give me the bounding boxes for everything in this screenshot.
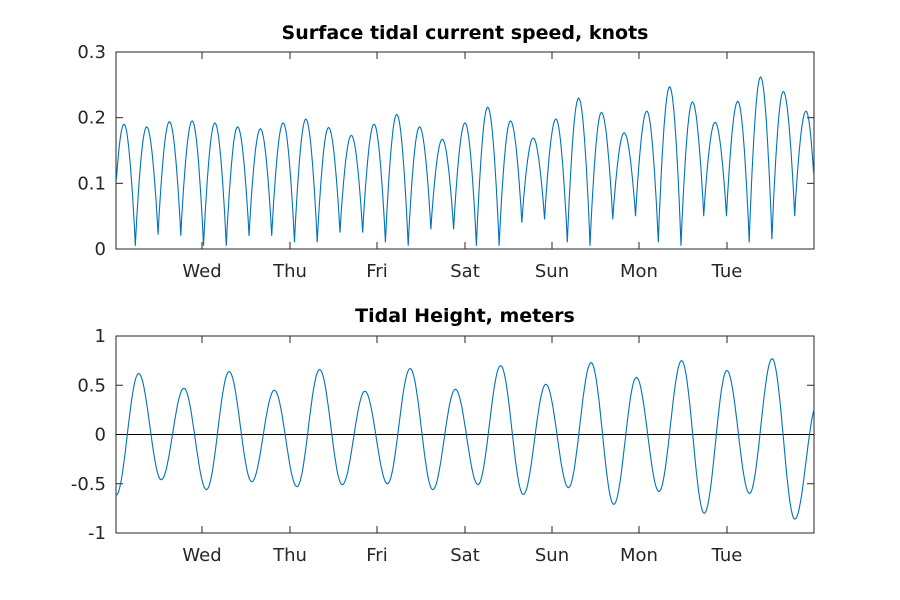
current-speed-series-line	[115, 76, 815, 246]
current-speed-x-tick-label: Mon	[620, 261, 658, 282]
tidal-height-y-tick-label: -1	[88, 523, 106, 544]
current-speed-x-tick-label: Thu	[272, 261, 307, 282]
tidal-height-axis-ticks: -1 -0.5 0 0.5 1 Wed Thu Fri Sat Sun Mon Tue	[71, 326, 814, 566]
current-speed-plot-area	[115, 76, 815, 246]
tidal-height-y-tick-label: 0.5	[77, 375, 106, 396]
tidal-height-title: Tidal Height, meters	[355, 305, 575, 327]
tidal-height-x-tick-label: Fri	[366, 545, 387, 566]
tidal-height-x-tick-label: Wed	[182, 545, 221, 566]
current-speed-x-tick-label: Tue	[711, 261, 743, 282]
tidal-height-series-line	[115, 358, 815, 520]
current-speed-x-tick-label: Fri	[366, 261, 387, 282]
tidal-height-y-tick-label: 0	[95, 425, 106, 446]
current-speed-panel: Surface tidal current speed, knots 00.10…	[77, 22, 815, 282]
current-speed-axis-ticks: 0 0.1 0.2 0.3 Wed Thu Fri Sat Sun Mon Tue	[77, 42, 814, 282]
tidal-height-x-tick-label: Sun	[535, 545, 569, 566]
current-speed-x-tick-label: Wed	[182, 261, 221, 282]
current-speed-y-tick-label: 0.3	[77, 42, 106, 63]
tidal-height-x-tick-label: Mon	[620, 545, 658, 566]
current-speed-y-tick-label: 0.1	[77, 173, 106, 194]
tidal-height-x-tick-label: Tue	[711, 545, 743, 566]
tidal-height-x-tick-label: Thu	[272, 545, 307, 566]
tidal-height-y-tick-label: 1	[95, 326, 106, 347]
tidal-height-panel: Tidal Height, meters -1 -0.5 0 0.5 1 Wed Thu Fr…	[71, 305, 815, 566]
current-speed-x-tick-label: Sat	[450, 261, 480, 282]
current-speed-title: Surface tidal current speed, knots	[282, 22, 649, 44]
current-speed-x-tick-label: Sun	[535, 261, 569, 282]
current-speed-y-tick-label: 0	[95, 239, 106, 260]
tidal-height-x-tick-label: Sat	[450, 545, 480, 566]
tidal-height-plot-area	[115, 358, 815, 520]
tidal-height-y-tick-label: -0.5	[71, 474, 106, 495]
current-speed-y-tick-label: 0.2	[77, 108, 106, 129]
